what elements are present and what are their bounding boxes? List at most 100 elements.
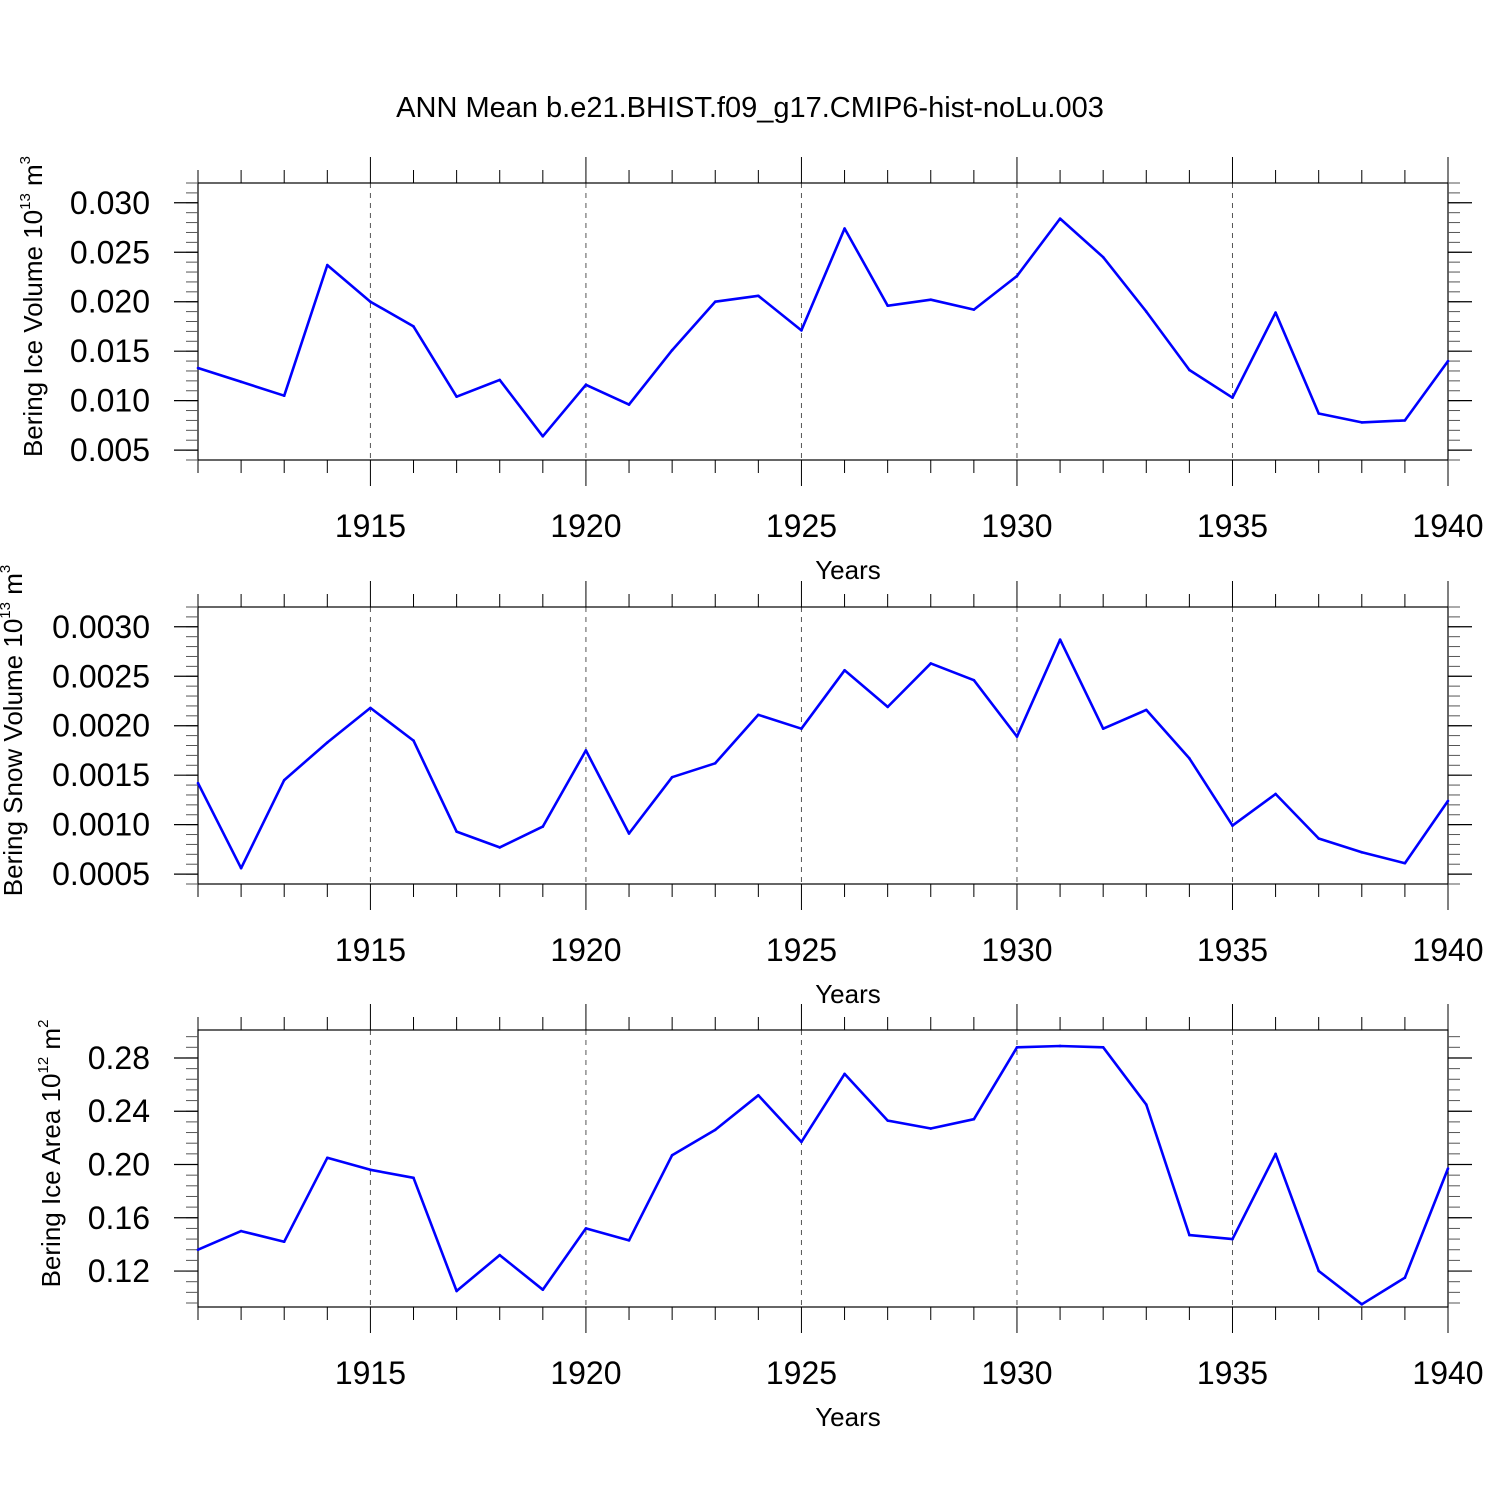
panel-1: 0.005 0.010 0.015 0.020 0.025 0.030 1915 1920 19…: [17, 156, 1484, 585]
data-point: [886, 1119, 889, 1122]
y-axis-title-unit: m: [36, 1028, 66, 1057]
data-point: [1274, 311, 1277, 314]
data-point: [1144, 1103, 1148, 1106]
data-point: [1360, 851, 1364, 854]
x-tick-label: 1935: [1197, 508, 1268, 544]
y-axis-title-exponent: 12: [35, 1057, 52, 1074]
x-tick-label: 1920: [550, 1355, 621, 1391]
x-tick-label: 1920: [550, 932, 621, 968]
data-point: [584, 383, 588, 387]
data-point: [498, 846, 502, 849]
x-tick-label: 1935: [1197, 932, 1268, 968]
data-point: [1101, 1046, 1105, 1049]
data-point: [455, 395, 458, 398]
y-axis-title-unit-exponent: 3: [0, 565, 14, 573]
y-tick-label: 0.28: [88, 1040, 150, 1076]
x-tick-label: 1930: [981, 508, 1052, 544]
y-tick-label: 0.24: [88, 1093, 150, 1129]
data-point: [929, 298, 933, 302]
data-point: [1446, 1167, 1450, 1170]
data-point: [1446, 359, 1450, 363]
y-axis-title-unit: m: [0, 573, 28, 602]
data-point: [196, 781, 200, 785]
data-point: [1360, 421, 1364, 424]
y-axis-title-exponent: 13: [17, 193, 34, 210]
y-tick-label: 0.0010: [52, 807, 150, 843]
data-point: [239, 380, 243, 384]
data-point: [627, 1239, 631, 1242]
x-tick-label: 1930: [981, 932, 1052, 968]
y-axis-title-unit-exponent: 2: [35, 1020, 52, 1028]
data-point: [1144, 708, 1148, 712]
data-point: [584, 749, 588, 752]
data-point: [1403, 861, 1407, 865]
data-point: [1015, 1046, 1019, 1049]
y-axis-title-unit-exponent: 3: [17, 156, 34, 164]
data-point: [1015, 274, 1019, 278]
data-point: [541, 825, 545, 828]
series-line: [197, 217, 1450, 438]
x-tick-label: 1915: [335, 508, 406, 544]
data-point: [1058, 217, 1062, 220]
y-tick-label: 0.0030: [52, 609, 150, 645]
data-point: [1360, 1303, 1364, 1306]
data-point: [1317, 412, 1320, 415]
y-tick-label: 0.16: [88, 1200, 150, 1236]
data-point: [1231, 824, 1234, 827]
y-axis-title: Bering Ice Area 1012 m2: [35, 1020, 66, 1288]
data-point: [886, 705, 889, 709]
data-point: [843, 227, 846, 230]
y-axis-title: Bering Snow Volume 1013 m3: [0, 565, 28, 896]
data-point: [239, 866, 243, 870]
y-tick-label: 0.20: [88, 1147, 150, 1183]
data-point: [1274, 1152, 1277, 1156]
data-point: [1188, 757, 1191, 760]
data-point: [1015, 735, 1019, 738]
x-tick-label: 1940: [1412, 1355, 1483, 1391]
data-point: [455, 1289, 458, 1293]
x-axis-title: Years: [815, 979, 881, 1009]
data-point: [282, 394, 286, 397]
data-point: [757, 294, 760, 298]
data-point: [282, 778, 286, 782]
data-point: [627, 832, 631, 835]
x-tick-label: 1915: [335, 932, 406, 968]
series-line: [196, 638, 1450, 870]
chart-title: ANN Mean b.e21.BHIST.f09_g17.CMIP6-hist-…: [396, 92, 1104, 124]
data-point: [1188, 368, 1191, 372]
data-point: [886, 304, 889, 307]
x-tick-label: 1920: [550, 508, 621, 544]
data-point: [713, 300, 717, 304]
data-point: [326, 741, 329, 744]
data-point: [1317, 837, 1320, 840]
y-axis-title-text: Bering Snow Volume 10: [0, 619, 28, 897]
y-tick-label: 0.0020: [52, 708, 150, 744]
data-point: [412, 325, 415, 328]
series-line: [197, 1044, 1450, 1306]
y-tick-label: 0.030: [70, 185, 150, 221]
panel-2: 0.0005 0.0010 0.0015 0.0020 0.0025 0.0030 1915…: [0, 565, 1484, 1009]
data-point: [972, 1117, 976, 1121]
y-axis-title: Bering Ice Volume 1013 m3: [17, 156, 48, 457]
plot-frame: [197, 182, 1449, 461]
y-axis-title-text: Bering Ice Area 10: [36, 1074, 66, 1288]
data-point: [412, 739, 415, 742]
data-point: [1058, 1044, 1062, 1048]
data-point: [498, 378, 502, 382]
data-point: [1403, 419, 1407, 422]
data-point: [196, 366, 200, 370]
data-point: [843, 1072, 846, 1076]
x-tick-label: 1940: [1412, 932, 1483, 968]
data-point: [282, 1240, 286, 1244]
data-point: [498, 1253, 502, 1257]
data-point: [800, 1140, 803, 1144]
data-point: [1058, 638, 1062, 641]
y-tick-label: 0.005: [70, 432, 150, 468]
data-point: [670, 1153, 674, 1157]
y-axis-title-unit: m: [18, 164, 48, 193]
data-point: [1274, 792, 1277, 796]
data-point: [1317, 1269, 1320, 1273]
data-point: [929, 662, 933, 665]
data-point: [584, 1227, 588, 1230]
x-axis-title: Years: [815, 1402, 881, 1432]
